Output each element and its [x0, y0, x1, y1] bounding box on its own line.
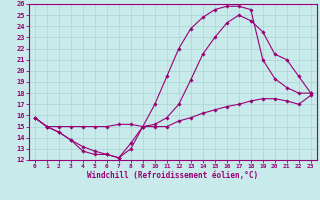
X-axis label: Windchill (Refroidissement éolien,°C): Windchill (Refroidissement éolien,°C) — [87, 171, 258, 180]
